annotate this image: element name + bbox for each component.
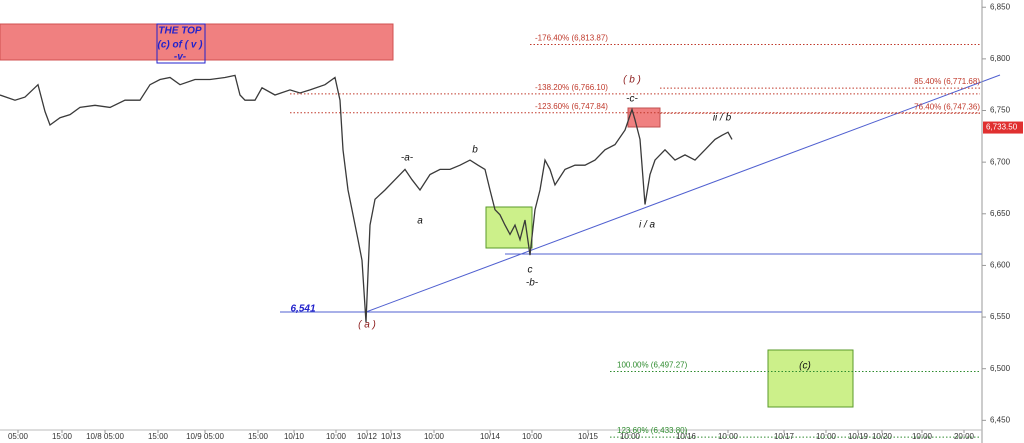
y-tick-label: 6,450 xyxy=(990,415,1011,424)
y-tick-label: 6,800 xyxy=(990,54,1011,63)
wave-label: ii / b xyxy=(713,113,732,124)
wave-label: -b- xyxy=(526,278,539,289)
wave-label: (c) of ( v ) xyxy=(158,40,204,51)
wave-label: -a- xyxy=(401,153,414,164)
x-tick-label: 15:00 xyxy=(148,432,169,441)
x-tick-label: 10:00 xyxy=(522,432,543,441)
wave-label: i / a xyxy=(639,220,656,231)
y-tick-label: 6,650 xyxy=(990,209,1011,218)
fib-label: 100.00% (6,497.27) xyxy=(617,361,688,370)
top-label-box xyxy=(156,23,206,64)
x-tick-label: 10/14 xyxy=(480,432,501,441)
x-tick-label: 10/20 xyxy=(872,432,893,441)
y-tick-label: 6,850 xyxy=(990,2,1011,11)
y-tick-label: 6,700 xyxy=(990,157,1011,166)
x-tick-label: 10/15 xyxy=(578,432,599,441)
y-tick-label: 6,750 xyxy=(990,106,1011,115)
x-tick-label: 15:00 xyxy=(248,432,269,441)
wave-label: THE TOP xyxy=(158,26,201,37)
x-tick-label: 10/13 xyxy=(381,432,402,441)
last-price-tag xyxy=(983,121,1023,134)
fib-label: -123.60% (6,747.84) xyxy=(535,102,608,111)
wave-label: ( b ) xyxy=(623,75,641,86)
wave-label: a xyxy=(417,216,423,227)
x-tick-label: 10:00 xyxy=(718,432,739,441)
last-price-label: 6,733.50 xyxy=(986,123,1018,132)
x-tick-label: 10:00 xyxy=(424,432,445,441)
fib-label: -176.40% (6,813.87) xyxy=(535,34,608,43)
x-tick-label: 10/9 05:00 xyxy=(186,432,224,441)
x-tick-label: 10/10 xyxy=(284,432,305,441)
y-tick-label: 6,600 xyxy=(990,261,1011,270)
top-zone xyxy=(0,23,394,61)
wave-label: b xyxy=(472,145,478,156)
x-tick-label: 10/17 xyxy=(774,432,795,441)
fib-label: -138.20% (6,766.10) xyxy=(535,83,608,92)
fib-label: 85.40% (6,771.68) xyxy=(914,77,980,86)
b-wave-zone xyxy=(485,206,533,249)
wave-label: (c) xyxy=(799,361,811,372)
c-target-zone xyxy=(767,349,854,408)
x-tick-label: 10/8 05:00 xyxy=(86,432,124,441)
fib-label: 76.40% (6,747.36) xyxy=(914,102,980,111)
x-tick-label: 10:00 xyxy=(816,432,837,441)
x-tick-label: 15:00 xyxy=(52,432,73,441)
wave-label: -v- xyxy=(174,52,187,63)
wave-label: -c- xyxy=(626,94,638,105)
y-tick-label: 6,550 xyxy=(990,312,1011,321)
wave-label: ( a ) xyxy=(358,320,376,331)
wave-label: c xyxy=(528,265,533,276)
x-tick-label: 10/19 xyxy=(848,432,869,441)
trend-line xyxy=(365,74,1001,313)
y-tick-label: 6,500 xyxy=(990,364,1011,373)
x-tick-label: 10:00 xyxy=(620,432,641,441)
wave-label: 6,541 xyxy=(290,304,315,315)
x-tick-label: 10/12 xyxy=(357,432,378,441)
price-line xyxy=(0,74,733,323)
x-tick-label: 10/16 xyxy=(676,432,697,441)
x-tick-label: 05:00 xyxy=(8,432,29,441)
x-tick-label: 10:00 xyxy=(326,432,347,441)
fib-label: 123.60% (6,433.80) xyxy=(617,426,688,435)
